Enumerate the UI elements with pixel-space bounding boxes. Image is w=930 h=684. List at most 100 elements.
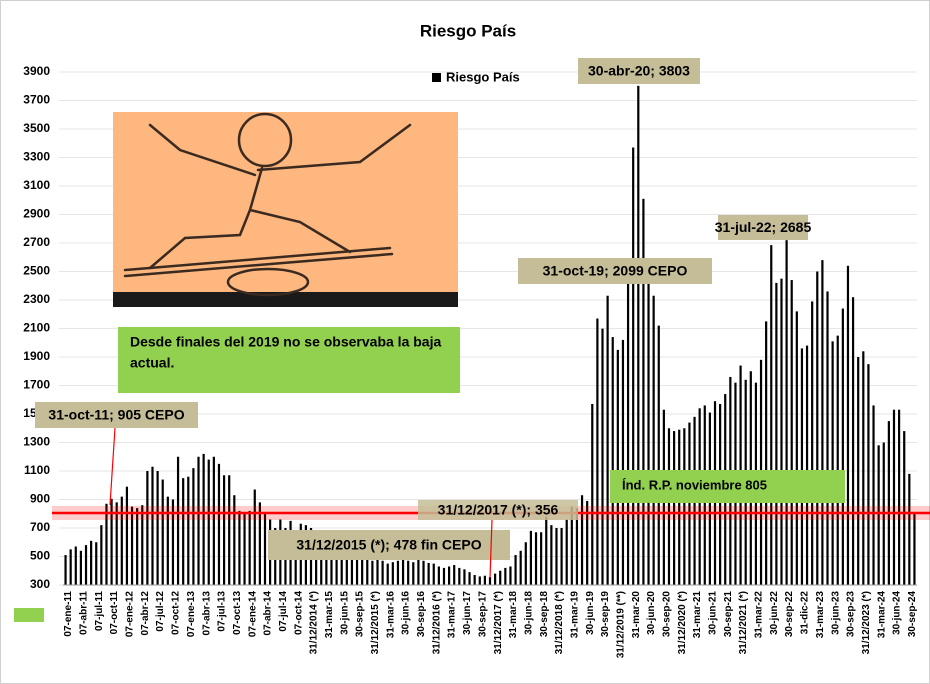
bar bbox=[263, 513, 267, 585]
bar bbox=[233, 495, 236, 585]
overlay: Índ. R.P. noviembre 805 30-abr-20; 3803 31… bbox=[35, 58, 930, 579]
bar bbox=[217, 463, 221, 585]
bar bbox=[366, 559, 369, 585]
bar bbox=[468, 572, 471, 585]
bar bbox=[637, 85, 640, 585]
annotation: 31-oct-19; 2099 CEPO bbox=[543, 263, 688, 279]
bar bbox=[222, 475, 226, 585]
y-tick-label: 2700 bbox=[23, 235, 50, 249]
bar bbox=[529, 530, 533, 585]
bar bbox=[151, 466, 154, 585]
x-tick-label: 07-oct-14 bbox=[293, 591, 304, 635]
annotation-box bbox=[578, 58, 700, 84]
bar bbox=[770, 245, 773, 585]
bar bbox=[417, 559, 420, 585]
annotation: 31-jul-22; 2685 bbox=[715, 219, 812, 235]
x-tick-label: 07-abr-11 bbox=[79, 591, 90, 635]
chart-title: Riesgo País bbox=[420, 21, 516, 40]
illustration bbox=[113, 112, 458, 307]
bar bbox=[821, 260, 824, 585]
y-tick-label: 1900 bbox=[23, 349, 50, 363]
bar bbox=[836, 335, 839, 585]
x-tick-label: 31-mar-17 bbox=[447, 591, 458, 639]
bar bbox=[156, 471, 159, 585]
x-tick-label: 30-jun-15 bbox=[339, 591, 350, 635]
bar bbox=[453, 565, 456, 585]
x-tick-label: 30-sep-20 bbox=[662, 591, 673, 638]
bar bbox=[499, 570, 502, 585]
annotation-box bbox=[35, 402, 198, 428]
x-tick-label: 30-jun-21 bbox=[708, 591, 719, 635]
bar bbox=[867, 364, 870, 585]
y-tick-label: 2900 bbox=[23, 207, 50, 221]
x-tick-label: 07-oct-13 bbox=[232, 591, 243, 635]
x-tick-label: 07-jul-13 bbox=[217, 591, 228, 632]
y-tick-label: 700 bbox=[30, 520, 50, 534]
bar bbox=[550, 525, 553, 585]
x-tick-label: 31-mar-18 bbox=[508, 591, 519, 639]
bar bbox=[202, 453, 205, 585]
x-tick-label: 30-jun-19 bbox=[585, 591, 596, 635]
bar bbox=[146, 471, 149, 585]
bar bbox=[90, 540, 93, 585]
y-tick-label: 1100 bbox=[24, 463, 50, 477]
bar bbox=[447, 566, 451, 585]
bar bbox=[642, 198, 645, 585]
x-tick-label: 30-sep-21 bbox=[723, 591, 734, 638]
bar bbox=[69, 549, 72, 585]
bar bbox=[161, 479, 164, 585]
legend-fragment bbox=[14, 608, 44, 622]
x-tick-label: 07-abr-12 bbox=[140, 591, 151, 636]
bar bbox=[100, 525, 103, 585]
bar bbox=[458, 567, 461, 585]
x-tick-label: 30-jun-16 bbox=[401, 591, 412, 635]
bar bbox=[243, 513, 246, 585]
bar bbox=[442, 567, 446, 585]
bar bbox=[64, 555, 67, 585]
x-tick-label: 31/12/2021 (*) bbox=[738, 591, 749, 654]
bar bbox=[391, 562, 394, 585]
bar bbox=[862, 351, 865, 585]
bar bbox=[110, 498, 113, 585]
bar bbox=[253, 489, 256, 585]
bar bbox=[396, 560, 400, 585]
bar bbox=[647, 260, 650, 585]
bar bbox=[381, 560, 384, 585]
legend-label: Riesgo País bbox=[446, 69, 520, 84]
bar bbox=[171, 499, 175, 585]
x-tick-label: 07-ene-13 bbox=[186, 591, 197, 638]
x-tick-label: 30-sep-18 bbox=[539, 591, 550, 638]
bar bbox=[320, 542, 323, 585]
x-tick-label: 07-ene-12 bbox=[125, 591, 136, 638]
bar bbox=[591, 404, 594, 585]
bar bbox=[898, 409, 901, 585]
bar bbox=[192, 468, 195, 585]
x-tick-label: 30-jun-18 bbox=[523, 591, 534, 635]
bar bbox=[780, 278, 783, 585]
bar bbox=[478, 576, 481, 585]
bar bbox=[197, 456, 200, 585]
x-tick-label: 30-jun-20 bbox=[646, 591, 657, 635]
bar bbox=[811, 301, 814, 585]
bar bbox=[248, 510, 251, 585]
x-tick-label: 30-sep-24 bbox=[907, 591, 918, 638]
annotation-box bbox=[418, 500, 578, 520]
x-tick-label: 07-jul-12 bbox=[155, 591, 166, 632]
bar bbox=[407, 560, 410, 585]
x-tick-label: 30-sep-23 bbox=[846, 591, 857, 638]
bar bbox=[437, 566, 440, 585]
bar bbox=[795, 311, 798, 585]
bar bbox=[207, 459, 210, 585]
x-tick-label: 31-mar-24 bbox=[876, 591, 887, 639]
x-tick-label: 31-mar-21 bbox=[692, 591, 703, 639]
x-tick-label: 31-dic-22 bbox=[800, 591, 811, 635]
y-tick-label: 3100 bbox=[23, 178, 50, 192]
bar bbox=[872, 405, 875, 585]
bar bbox=[545, 516, 548, 585]
bar bbox=[606, 295, 609, 585]
x-tick-label: 07-abr-13 bbox=[201, 591, 212, 636]
bar bbox=[565, 519, 568, 585]
bar bbox=[325, 539, 328, 585]
bar bbox=[805, 345, 809, 585]
